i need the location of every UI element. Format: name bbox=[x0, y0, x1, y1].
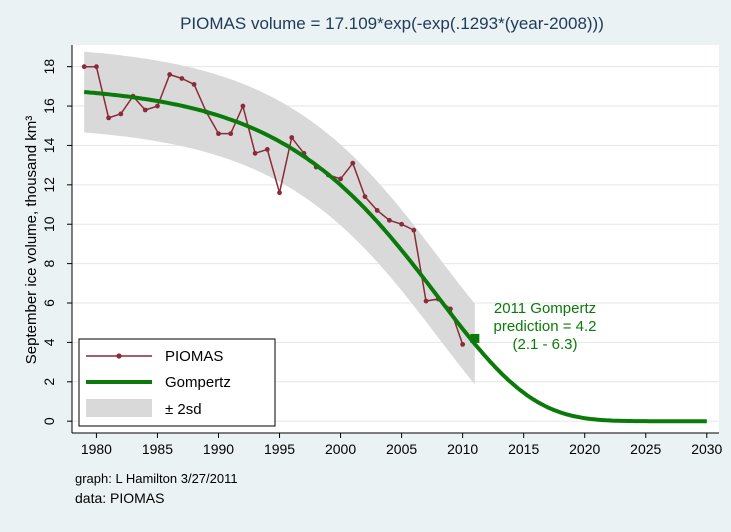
piomas-point bbox=[264, 146, 270, 152]
data-note: data: PIOMAS bbox=[75, 490, 164, 506]
piomas-point bbox=[155, 103, 160, 109]
y-tick-label: 8 bbox=[41, 260, 57, 268]
graph-note: graph: L Hamilton 3/27/2011 bbox=[75, 471, 238, 486]
x-ticks: 1980 1985 1990 1995 2000 2005 2010 2015 2020 2025… bbox=[81, 433, 723, 457]
piomas-point bbox=[142, 107, 148, 113]
y-tick-label: 2 bbox=[41, 378, 57, 386]
y-axis-label: September ice volume, thousand km³ bbox=[23, 116, 40, 364]
prediction-annotation: 2011 Gompertz prediction = 4.2 (2.1 - 6.… bbox=[494, 300, 597, 353]
y-tick-label: 4 bbox=[41, 338, 57, 346]
y-tick-label: 10 bbox=[41, 216, 57, 232]
y-tick-label: 6 bbox=[41, 299, 57, 307]
x-tick-label: 2015 bbox=[508, 441, 539, 457]
y-ticks: 0 2 4 6 8 10 12 14 16 18 bbox=[41, 59, 72, 425]
band-2sd bbox=[84, 51, 475, 385]
x-tick-label: 1985 bbox=[142, 441, 173, 457]
chart-title: PIOMAS volume = 17.109*exp(-exp(.1293*(y… bbox=[180, 14, 604, 33]
x-tick-label: 2005 bbox=[386, 441, 417, 457]
piomas-point bbox=[386, 217, 392, 223]
piomas-point bbox=[228, 131, 234, 137]
x-tick-label: 2030 bbox=[691, 441, 722, 457]
piomas-point bbox=[338, 176, 343, 182]
legend-band-swatch bbox=[86, 399, 152, 417]
piomas-point bbox=[350, 160, 356, 166]
piomas-point bbox=[289, 135, 295, 140]
piomas-point bbox=[240, 103, 246, 109]
legend-gompertz-label: Gompertz bbox=[165, 374, 231, 391]
piomas-point bbox=[399, 221, 405, 227]
y-tick-label: 12 bbox=[41, 177, 57, 193]
x-tick-label: 2010 bbox=[447, 441, 478, 457]
piomas-point bbox=[411, 227, 417, 233]
piomas-point bbox=[362, 194, 368, 200]
x-tick-label: 1990 bbox=[203, 441, 234, 457]
x-tick-label: 2020 bbox=[569, 441, 600, 457]
piomas-point bbox=[277, 190, 282, 196]
piomas-point bbox=[179, 76, 185, 81]
gompertz-line bbox=[84, 90, 707, 424]
piomas-point bbox=[423, 298, 429, 304]
x-tick-label: 2000 bbox=[325, 441, 356, 457]
x-tick-label: 1995 bbox=[264, 441, 295, 457]
piomas-point bbox=[374, 208, 380, 213]
legend-piomas-label: PIOMAS bbox=[165, 348, 223, 365]
piomas-point bbox=[118, 111, 124, 117]
prediction-marker bbox=[470, 333, 480, 343]
legend: PIOMAS Gompertz ± 2sd bbox=[78, 338, 276, 427]
piomas-point bbox=[216, 131, 221, 137]
piomas-point bbox=[81, 64, 87, 70]
y-tick-label: 16 bbox=[41, 98, 57, 114]
prediction-line-3: (2.1 - 6.3) bbox=[512, 336, 577, 353]
prediction-line-2: prediction = 4.2 bbox=[494, 318, 597, 335]
legend-band-label: ± 2sd bbox=[165, 401, 202, 418]
y-tick-label: 0 bbox=[41, 417, 57, 425]
piomas-point bbox=[252, 150, 258, 156]
piomas-point bbox=[106, 115, 112, 121]
piomas-point bbox=[460, 341, 466, 347]
y-tick-label: 18 bbox=[41, 59, 57, 75]
legend-piomas-marker bbox=[116, 353, 122, 359]
piomas-point bbox=[167, 72, 173, 77]
x-tick-label: 2025 bbox=[630, 441, 661, 457]
y-tick-label: 14 bbox=[41, 137, 57, 153]
x-tick-label: 1980 bbox=[81, 441, 112, 457]
piomas-point bbox=[191, 81, 197, 87]
prediction-line-1: 2011 Gompertz bbox=[494, 300, 596, 317]
piomas-point bbox=[94, 64, 99, 70]
